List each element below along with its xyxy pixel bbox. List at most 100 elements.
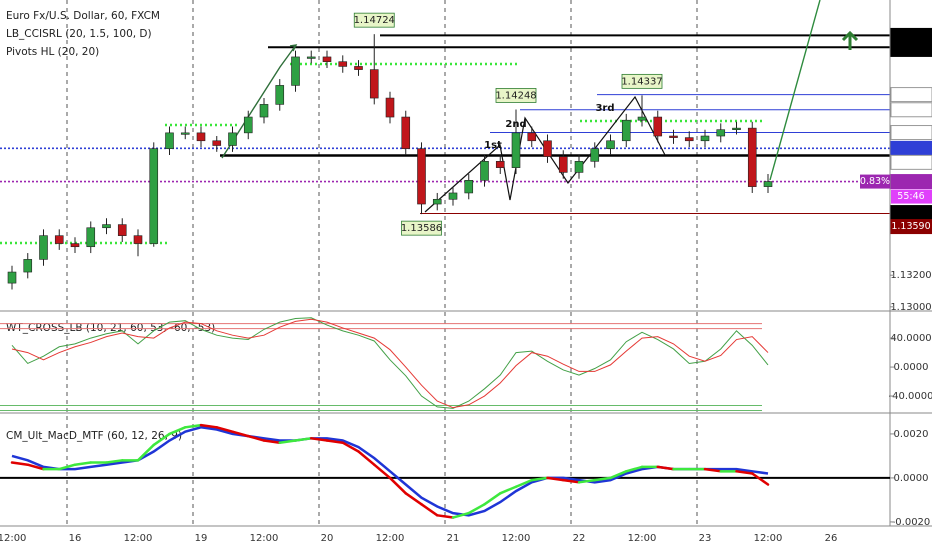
callout-label: 1.14337 [621,76,662,87]
wave-lines [424,95,666,213]
candle-body [275,85,285,105]
price-tag [890,102,932,118]
candle-body [511,132,521,168]
signal-segment [514,478,533,488]
candle-body [653,116,663,137]
callout-box [353,12,395,28]
candle-body [684,137,694,142]
trend-line [221,44,297,159]
price-tag [890,125,932,141]
callout-box [401,220,442,236]
candle-body [243,116,253,134]
candle-body [700,135,710,142]
chart-title: Euro Fx/U.S. Dollar, 60, FXCM [6,10,160,22]
signal-segment [73,461,92,466]
price-tag [890,174,932,190]
signal-segment [278,439,297,444]
candle-body [70,243,80,248]
signal-segment [184,423,203,429]
candle-body [732,127,741,130]
callout-box [495,88,537,103]
trend-drawings [221,0,859,181]
candle-body [590,148,600,162]
signal-segment [483,492,502,506]
wave-label: 3rd [595,103,614,114]
indicator-label: Pivots HL (20, 20) [6,46,99,58]
signal-segment [152,432,171,447]
signal-segment [105,459,124,464]
candle-body [102,224,111,229]
signal-segment [499,485,518,495]
indicator-title: WT_CROSS_LB (10, 21, 60, 53, -60, -53) [6,322,215,334]
signal-segment [294,437,313,442]
x-tick-label: 26 [825,533,838,544]
candle-body [417,148,426,205]
price-tag [890,27,932,43]
candle-body [637,116,647,121]
signal-segment [231,430,250,438]
candle-body [495,161,505,168]
signal-segment [420,503,439,517]
change-label: 0.83% [860,176,890,187]
signal-segment [530,476,549,482]
signal-segment [546,476,565,482]
signal-segment [262,439,281,444]
indicator-title: CM_Ult_MacD_MTF (60, 12, 26, 9) [6,430,182,442]
series-line [11,317,769,409]
signal-segment [357,450,376,466]
candle-body [306,56,316,59]
candle-body [212,140,222,146]
candle-body [527,132,537,142]
signal-segment [562,478,581,484]
x-tick-label: 12:00 [250,533,279,544]
signal-segment [10,461,29,466]
candle-body [259,104,269,118]
signal-segment [735,470,754,475]
countdown-label: 55:46 [897,191,924,202]
signal-segment [625,465,644,473]
signal-segment [373,463,392,480]
candle-body [180,132,190,135]
candle-body [39,235,48,260]
signal-segment [404,492,423,506]
candle-body [7,271,17,284]
change-badge [860,174,890,189]
candle-body [606,140,615,149]
signal-segment [325,439,344,444]
candle-body [322,56,332,62]
signal-segment [58,463,77,471]
price-tag [890,87,932,103]
candle-body [86,227,96,248]
candle-body [669,135,678,138]
wave-label: 2nd [505,119,526,130]
signal-segment [310,437,329,442]
y-tick-label: -40.0000 [889,391,932,402]
signal-segment [609,470,628,480]
price-tag [890,219,932,235]
candle-body [133,235,143,244]
candle-body [464,180,474,194]
price-tag-label: 1.13590 [891,221,930,232]
y-tick-label: -0.0020 [892,517,931,528]
candle-body [117,224,127,236]
wave-path [424,95,666,213]
signal-segment [136,443,155,462]
arrow-head [289,44,298,52]
callout-label: 1.14724 [354,15,395,26]
indicator-label: LB_CCISRL (20, 1.5, 100, D) [6,28,152,40]
signal-segment [168,426,187,436]
signal-segment [577,478,596,484]
signal-segment [451,511,470,519]
x-tick-label: 21 [447,533,460,544]
candle-body [369,69,379,99]
candle-body [291,56,300,86]
signal-segment [593,476,612,482]
candle-body [228,132,237,146]
signal-segment [388,476,407,495]
candle-body [747,127,757,187]
x-tick-label: 20 [321,533,334,544]
series-line [11,318,769,409]
candle-body [54,235,64,244]
x-tick-label: 16 [69,533,82,544]
signal-segment [436,514,455,519]
